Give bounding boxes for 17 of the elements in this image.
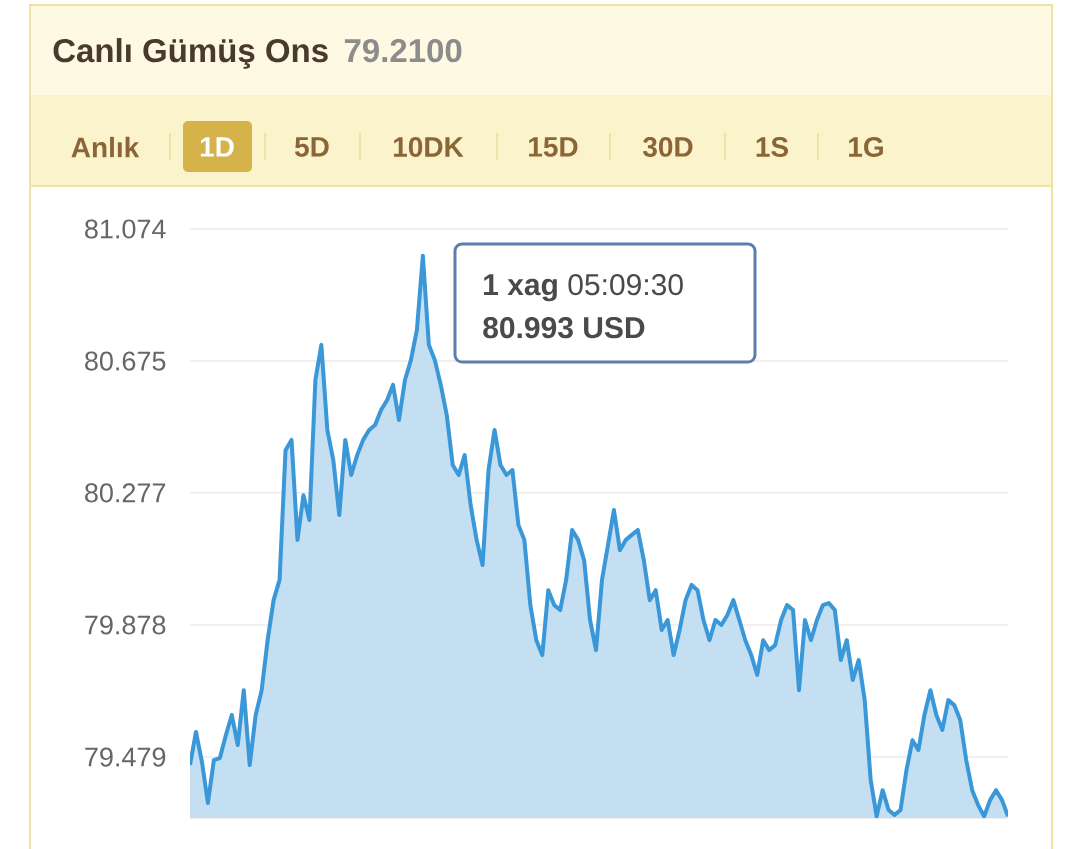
annotation: 80.993 USD <box>483 317 645 339</box>
text: 1S <box>756 137 789 157</box>
text: 5D <box>294 137 329 157</box>
text: 1D <box>200 137 234 157</box>
annotation: 1 xag 05:09:30 <box>484 274 683 302</box>
y-tick-label: 80.675 <box>85 351 166 371</box>
text: 1G <box>849 137 883 157</box>
text: 30D <box>642 137 693 157</box>
text: 10DK <box>393 137 464 157</box>
y-tick-label: 79.878 <box>85 615 166 635</box>
text: Anlık <box>71 136 140 158</box>
chart-title: Canlı Gümüş Ons <box>53 38 328 69</box>
text: 15D <box>529 137 578 157</box>
chart-subtitle: 79.2100 <box>344 38 462 63</box>
y-tick-label: 81.074 <box>85 219 166 239</box>
y-tick-label: 79.479 <box>85 747 166 767</box>
y-tick-label: 80.277 <box>85 483 166 503</box>
